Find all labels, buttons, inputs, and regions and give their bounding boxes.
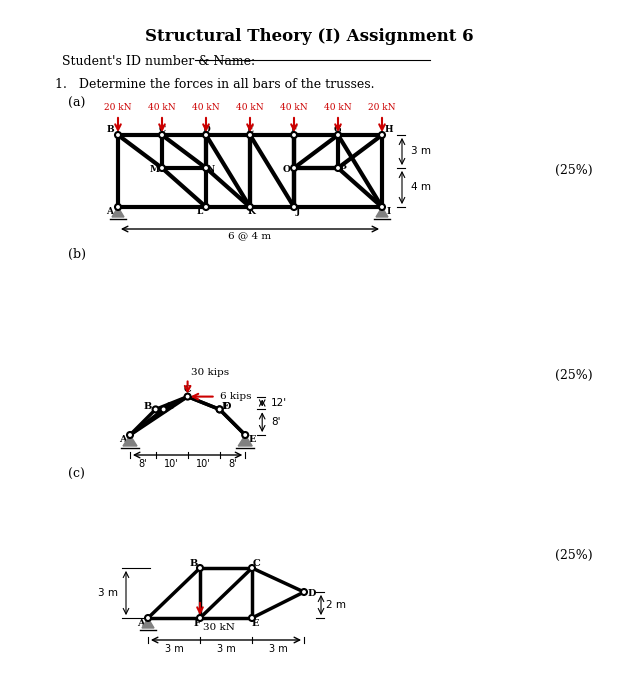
Circle shape xyxy=(115,132,121,138)
Text: F: F xyxy=(221,402,228,411)
Text: O: O xyxy=(283,165,291,174)
Circle shape xyxy=(301,589,307,595)
Text: 8': 8' xyxy=(139,459,147,469)
Circle shape xyxy=(159,165,165,171)
Text: 6 @ 4 m: 6 @ 4 m xyxy=(228,231,272,240)
Text: 12': 12' xyxy=(271,398,287,408)
Text: (25%): (25%) xyxy=(555,368,592,382)
Text: 30 kips: 30 kips xyxy=(191,368,229,377)
Text: Structural Theory (I) Assignment 6: Structural Theory (I) Assignment 6 xyxy=(145,28,474,45)
Text: (25%): (25%) xyxy=(555,164,592,176)
Circle shape xyxy=(153,407,158,412)
Circle shape xyxy=(145,615,151,621)
Text: F: F xyxy=(194,620,201,629)
Text: D: D xyxy=(308,589,316,598)
Circle shape xyxy=(335,132,341,138)
Circle shape xyxy=(379,204,385,210)
Text: 10': 10' xyxy=(164,459,179,469)
Circle shape xyxy=(159,132,165,138)
Text: 3 m: 3 m xyxy=(165,644,183,654)
Polygon shape xyxy=(142,618,154,628)
Text: (c): (c) xyxy=(68,468,85,481)
Circle shape xyxy=(203,165,209,171)
Circle shape xyxy=(242,432,248,438)
Text: 3 m: 3 m xyxy=(411,146,431,157)
Text: D: D xyxy=(202,125,210,134)
Polygon shape xyxy=(123,435,137,446)
Text: 40 kN: 40 kN xyxy=(148,103,176,112)
Polygon shape xyxy=(376,207,388,217)
Text: 3 m: 3 m xyxy=(217,644,235,654)
Text: (a): (a) xyxy=(68,97,85,110)
Text: B: B xyxy=(190,559,198,568)
Circle shape xyxy=(203,204,209,210)
Circle shape xyxy=(335,165,341,171)
Text: A: A xyxy=(137,619,145,627)
Circle shape xyxy=(160,407,167,412)
Text: B: B xyxy=(106,125,114,134)
Text: G: G xyxy=(334,125,342,134)
Text: 40 kN: 40 kN xyxy=(280,103,308,112)
Text: A: A xyxy=(106,207,113,216)
Text: 1.   Determine the forces in all bars of the trusses.: 1. Determine the forces in all bars of t… xyxy=(55,78,374,91)
Text: G: G xyxy=(165,402,174,411)
Circle shape xyxy=(184,393,191,400)
Text: E: E xyxy=(248,435,256,444)
Text: C: C xyxy=(158,125,165,134)
Circle shape xyxy=(249,615,255,621)
Text: 2 m: 2 m xyxy=(326,600,346,610)
Text: C: C xyxy=(253,559,261,568)
Circle shape xyxy=(197,615,203,621)
Text: C: C xyxy=(184,385,191,394)
Text: (b): (b) xyxy=(68,248,86,261)
Text: E: E xyxy=(251,620,259,629)
Text: N: N xyxy=(207,165,215,174)
Text: 40 kN: 40 kN xyxy=(236,103,264,112)
Text: 3 m: 3 m xyxy=(269,644,287,654)
Text: 40 kN: 40 kN xyxy=(324,103,352,112)
Text: L: L xyxy=(197,207,203,216)
Text: 6 kips: 6 kips xyxy=(220,392,251,401)
Circle shape xyxy=(127,432,133,438)
Text: P: P xyxy=(340,165,347,174)
Text: F: F xyxy=(291,125,297,134)
Text: H: H xyxy=(385,125,393,134)
Polygon shape xyxy=(238,435,252,446)
Circle shape xyxy=(217,407,223,412)
Circle shape xyxy=(115,204,121,210)
Circle shape xyxy=(379,132,385,138)
Circle shape xyxy=(249,565,255,571)
Text: B: B xyxy=(144,402,152,411)
Text: K: K xyxy=(248,207,256,216)
Text: 8': 8' xyxy=(271,417,280,427)
Text: 10': 10' xyxy=(196,459,211,469)
Text: 30 kN: 30 kN xyxy=(203,623,235,632)
Text: J: J xyxy=(296,207,300,216)
Text: 40 kN: 40 kN xyxy=(192,103,220,112)
Text: 8': 8' xyxy=(228,459,236,469)
Circle shape xyxy=(247,204,253,210)
Circle shape xyxy=(197,565,203,571)
Text: 4 m: 4 m xyxy=(411,183,431,193)
Circle shape xyxy=(291,132,297,138)
Text: 3 m: 3 m xyxy=(98,588,118,598)
Text: E: E xyxy=(246,125,253,134)
Circle shape xyxy=(217,407,223,412)
Text: D: D xyxy=(222,402,231,411)
Circle shape xyxy=(291,165,297,171)
Text: A: A xyxy=(119,435,127,444)
Polygon shape xyxy=(112,207,124,217)
Text: (25%): (25%) xyxy=(555,549,592,561)
Text: 20 kN: 20 kN xyxy=(104,103,132,112)
Text: I: I xyxy=(387,206,391,216)
Text: Student's ID number & Name:: Student's ID number & Name: xyxy=(62,55,255,68)
Circle shape xyxy=(247,132,253,138)
Circle shape xyxy=(291,204,297,210)
Text: 20 kN: 20 kN xyxy=(368,103,396,112)
Text: M: M xyxy=(150,165,160,174)
Circle shape xyxy=(203,132,209,138)
